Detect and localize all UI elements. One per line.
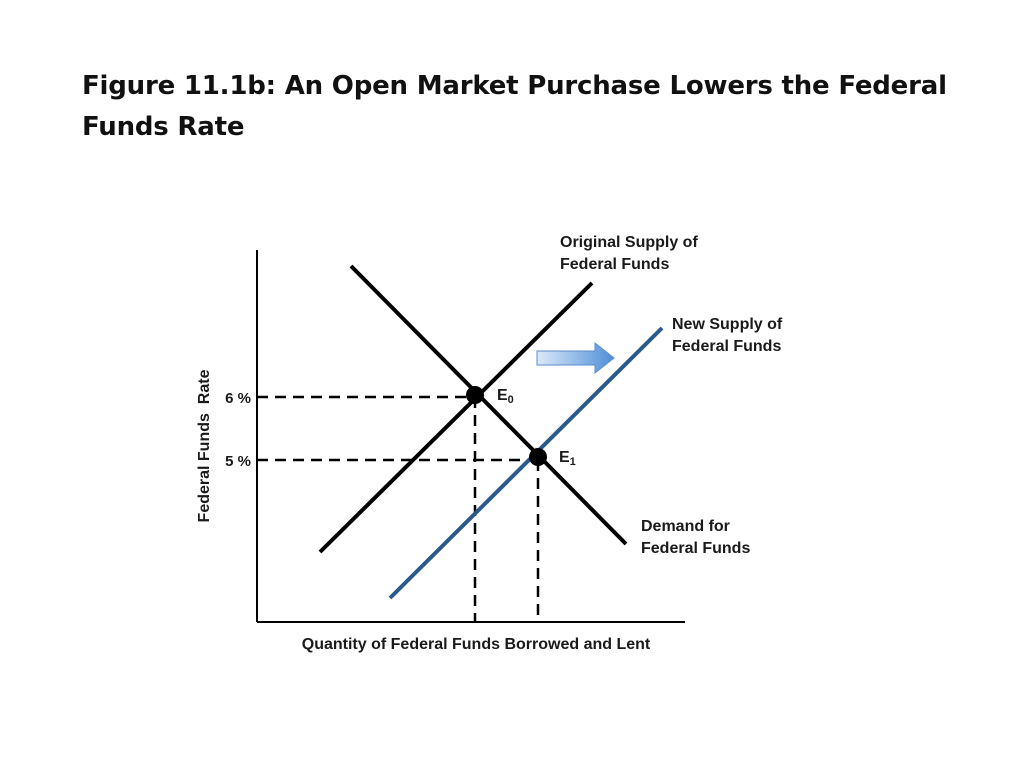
x-axis-label: Quantity of Federal Funds Borrowed and L… xyxy=(302,636,651,653)
equilibrium-point-e0 xyxy=(466,386,484,404)
y-tick-label-6: 6 % xyxy=(225,390,251,407)
equilibrium-point-e1 xyxy=(529,448,547,466)
y-axis-label: Federal Funds Rate xyxy=(196,369,213,522)
e0-label: E0 xyxy=(497,387,514,406)
new-supply-label: New Supply of Federal Funds xyxy=(672,316,783,355)
original-supply-label: Original Supply of Federal Funds xyxy=(560,234,698,273)
y-tick-label-5: 5 % xyxy=(225,453,251,470)
page-title: Figure 11.1b: An Open Market Purchase Lo… xyxy=(82,71,947,142)
demand-line xyxy=(349,264,628,546)
original-supply-line xyxy=(318,281,594,554)
new-supply-line xyxy=(388,326,664,600)
demand-label: Demand for Federal Funds xyxy=(641,518,750,557)
shift-right-arrow xyxy=(536,341,615,375)
e1-label: E1 xyxy=(559,449,576,468)
